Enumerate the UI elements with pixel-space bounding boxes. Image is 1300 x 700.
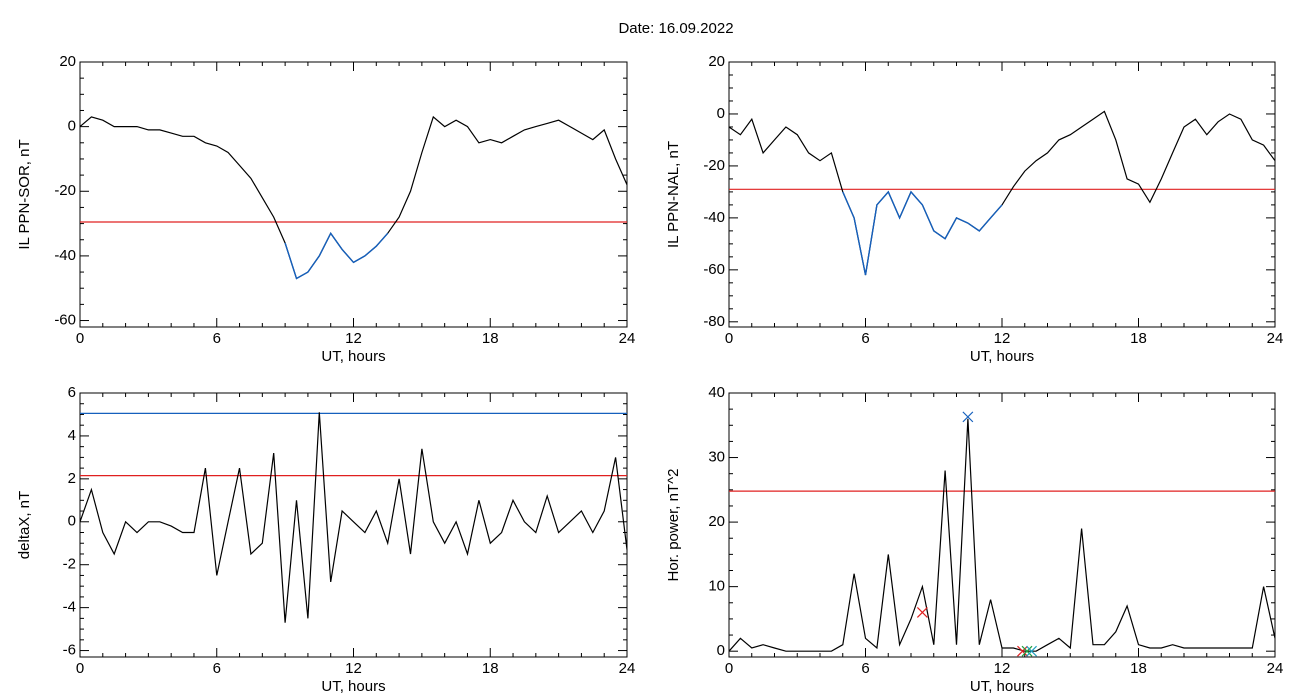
x-tick-label: 24 bbox=[1267, 660, 1284, 677]
x-tick-label: 0 bbox=[725, 660, 733, 677]
figure-title: Date: 16.09.2022 bbox=[618, 20, 733, 37]
y-axis-label: Hor. power, nT^2 bbox=[665, 469, 682, 582]
data-line bbox=[728, 418, 1276, 652]
marker bbox=[916, 607, 928, 618]
plot-frame bbox=[79, 392, 628, 658]
x-axis-label: UT, hours bbox=[970, 678, 1034, 695]
marker bbox=[962, 411, 974, 423]
x-tick-label: 24 bbox=[619, 660, 636, 677]
x-tick-label: 12 bbox=[994, 660, 1011, 677]
x-tick-label: 24 bbox=[1267, 330, 1284, 347]
y-tick-label: 2 bbox=[68, 470, 76, 487]
y-tick-label: 6 bbox=[68, 384, 76, 401]
data-line bbox=[79, 412, 628, 623]
marker bbox=[1021, 645, 1033, 657]
x-tick-label: 0 bbox=[725, 330, 733, 347]
below-threshold-line bbox=[284, 231, 389, 280]
y-tick-label: -60 bbox=[54, 312, 76, 329]
y-tick-label: -6 bbox=[63, 642, 76, 659]
x-tick-label: 0 bbox=[76, 660, 84, 677]
y-tick-label: -20 bbox=[703, 157, 725, 174]
below-threshold-line bbox=[842, 190, 1003, 276]
y-tick-label: 0 bbox=[717, 105, 725, 122]
y-tick-label: 20 bbox=[708, 513, 725, 530]
x-tick-label: 18 bbox=[1130, 330, 1147, 347]
x-tick-label: 6 bbox=[213, 330, 221, 347]
y-axis-label: IL PPN-NAL, nT bbox=[665, 141, 682, 248]
x-tick-label: 0 bbox=[76, 330, 84, 347]
x-tick-label: 6 bbox=[861, 330, 869, 347]
plot-frame bbox=[728, 61, 1276, 328]
x-tick-label: 6 bbox=[861, 660, 869, 677]
x-tick-label: 18 bbox=[1130, 660, 1147, 677]
y-tick-label: 0 bbox=[68, 513, 76, 530]
y-tick-label: 30 bbox=[708, 449, 725, 466]
x-axis-label: UT, hours bbox=[321, 678, 385, 695]
y-tick-label: 0 bbox=[68, 118, 76, 135]
y-axis-label: IL PPN-SOR, nT bbox=[16, 139, 33, 249]
y-tick-label: 4 bbox=[68, 427, 76, 444]
y-tick-label: 40 bbox=[708, 384, 725, 401]
x-tick-label: 18 bbox=[482, 330, 499, 347]
y-tick-label: -2 bbox=[63, 556, 76, 573]
x-tick-label: 12 bbox=[994, 330, 1011, 347]
plot-frame bbox=[728, 392, 1276, 658]
y-tick-label: -60 bbox=[703, 261, 725, 278]
x-tick-label: 12 bbox=[345, 330, 362, 347]
y-tick-label: -4 bbox=[63, 599, 76, 616]
x-tick-label: 18 bbox=[482, 660, 499, 677]
y-tick-label: -40 bbox=[703, 209, 725, 226]
y-tick-label: -40 bbox=[54, 247, 76, 264]
y-axis-label: deltaX, nT bbox=[16, 491, 33, 559]
y-tick-label: -20 bbox=[54, 182, 76, 199]
marker bbox=[1017, 645, 1028, 657]
plot-frame bbox=[79, 61, 628, 328]
y-tick-label: 0 bbox=[717, 642, 725, 659]
y-tick-label: -80 bbox=[703, 313, 725, 330]
y-tick-label: 10 bbox=[708, 578, 725, 595]
x-axis-label: UT, hours bbox=[970, 348, 1034, 365]
x-tick-label: 6 bbox=[213, 660, 221, 677]
marker bbox=[1026, 645, 1037, 657]
x-tick-label: 12 bbox=[345, 660, 362, 677]
y-tick-label: 20 bbox=[59, 53, 76, 70]
x-axis-label: UT, hours bbox=[321, 348, 385, 365]
x-tick-label: 24 bbox=[619, 330, 636, 347]
y-tick-label: 20 bbox=[708, 53, 725, 70]
